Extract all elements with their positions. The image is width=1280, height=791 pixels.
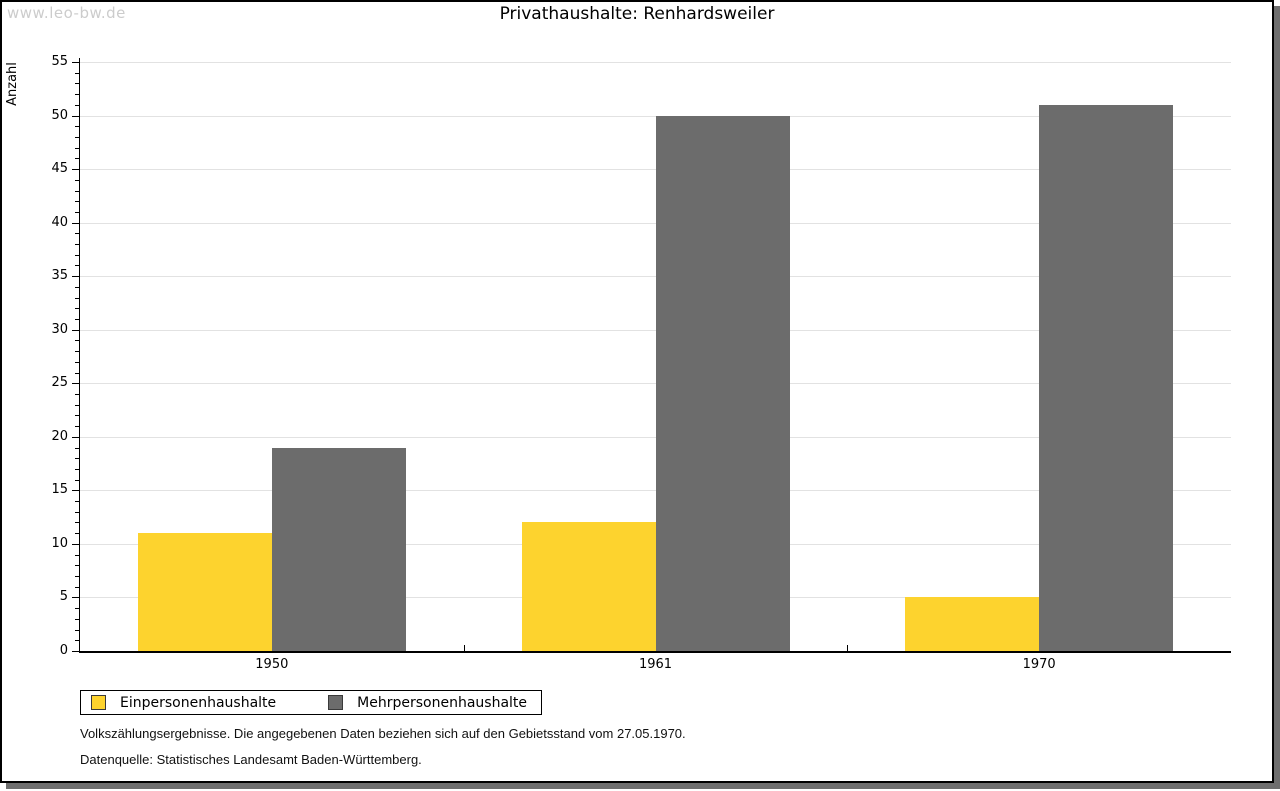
y-tick [75,83,79,85]
y-tick [75,640,79,642]
y-tick [72,436,79,438]
y-tick [75,511,79,513]
watermark: www.leo-bw.de [7,4,126,22]
y-tick-label: 35 [51,268,68,284]
y-tick [75,254,79,256]
y-tick [75,393,79,395]
bar [521,522,656,651]
y-axis-line [79,58,80,651]
y-tick [75,190,79,192]
y-tick [72,276,79,278]
y-tick [75,104,79,106]
y-tick-label: 5 [59,589,68,605]
y-tick [75,361,79,363]
y-tick-label: 25 [51,375,68,391]
y-tick [75,72,79,74]
y-tick [75,136,79,138]
y-tick [75,372,79,374]
y-tick [75,158,79,160]
chart-legend: Einpersonenhaushalte Mehrpersonenhaushalt… [80,690,543,715]
x-axis-line [79,651,1231,653]
y-tick [75,319,79,321]
x-tick [847,645,849,651]
legend-swatch-icon [328,695,344,710]
y-tick [72,490,79,492]
y-tick [75,233,79,235]
y-tick [75,618,79,620]
bar [655,115,790,651]
y-tick [75,415,79,417]
y-tick [75,468,79,470]
y-tick [72,115,79,117]
y-tick [75,629,79,631]
legend-item: Mehrpersonenhaushalte [328,695,527,711]
y-tick [75,126,79,128]
y-tick [75,608,79,610]
legend-item: Einpersonenhaushalte [91,695,276,711]
y-tick-label: 50 [51,107,68,123]
footer-source: Datenquelle: Statistisches Landesamt Bad… [80,752,422,767]
bar [905,597,1040,651]
y-tick [75,586,79,588]
y-tick [75,404,79,406]
bar [137,533,272,651]
legend-label: Mehrpersonenhaushalte [357,694,528,711]
footer-note: Volkszählungsergebnisse. Die angegebenen… [80,726,686,741]
y-tick [75,479,79,481]
x-tick [463,645,465,651]
page-title: Privathaushalte: Renhardsweiler [499,4,775,24]
y-tick [75,447,79,449]
y-tick [75,565,79,567]
y-tick [75,340,79,342]
y-tick-label: 10 [51,535,68,551]
y-tick-label: 40 [51,214,68,230]
y-tick-label: 20 [51,428,68,444]
y-tick [72,383,79,385]
y-tick [75,179,79,181]
bar [1039,104,1174,651]
y-tick [75,458,79,460]
y-tick-label: 0 [59,643,68,658]
y-tick [72,169,79,171]
y-tick [75,351,79,353]
y-tick [72,329,79,331]
y-tick [72,222,79,224]
legend-label: Einpersonenhaushalte [120,694,277,711]
y-tick-label: 45 [51,161,68,177]
y-tick-label: 30 [51,321,68,337]
bar-chart: 0 5 10 15 20 25 30 35 40 45 50 55 1950 1961 1970 [2,2,1272,781]
y-tick [75,244,79,246]
y-tick [75,286,79,288]
y-tick [75,94,79,96]
y-tick [72,62,79,63]
y-tick [75,147,79,149]
y-tick [75,554,79,556]
y-tick [75,265,79,267]
y-tick [75,201,79,203]
legend-swatch-icon [91,695,106,710]
y-tick [72,597,79,599]
bar [271,447,406,651]
x-tick-label: 1970 [1022,657,1056,672]
y-tick [75,426,79,428]
y-tick [72,543,79,545]
y-tick [75,308,79,310]
y-tick [72,651,79,652]
y-tick [75,297,79,299]
y-tick [75,533,79,535]
y-tick [75,211,79,213]
x-tick-label: 1961 [638,657,673,672]
y-tick [75,576,79,578]
y-tick-label: 15 [51,482,68,498]
y-tick [75,501,79,503]
x-tick-label: 1950 [255,657,289,672]
y-tick [75,522,79,524]
gridline [80,62,1231,63]
y-tick-label: 55 [51,54,68,69]
